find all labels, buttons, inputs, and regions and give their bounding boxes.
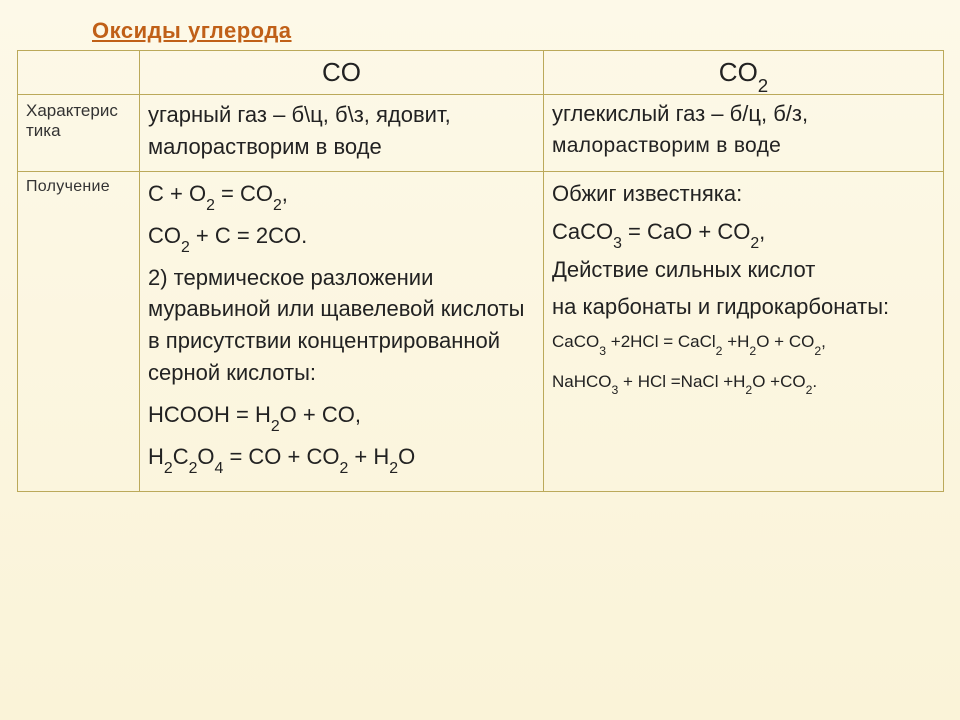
co2-eq3: NaHCO3 + HCl =NaCl +H2O +CO2. [552, 369, 935, 395]
header-co: CO [140, 51, 544, 95]
co2-char-line1: углекислый газ – б/ц, б/з, [552, 101, 808, 126]
co-eq4: H2C2O4 = CO + CO2 + H2O [148, 441, 535, 473]
co-text2: 2) термическое разложении муравьиной или… [148, 262, 535, 390]
co2-char-line2: малорастворим в воде [552, 134, 781, 157]
header-blank [18, 51, 140, 95]
co-eq3: HCOOH = H2O + CO, [148, 399, 535, 431]
cell-co2-char: углекислый газ – б/ц, б/з, малорастворим… [544, 95, 944, 172]
cell-co-prod: C + O2 = CO2, CO2 + C = 2CO. 2) термичес… [140, 171, 544, 491]
row-characteristics: Характерис тика угарный газ – б\ц, б\з, … [18, 95, 944, 172]
slide-title: Оксиды углерода [0, 0, 960, 50]
table-header-row: CO CO2 [18, 51, 944, 95]
row-production: Получение C + O2 = CO2, CO2 + C = 2CO. 2… [18, 171, 944, 491]
cell-co2-prod: Обжиг известняка: CaCO3 = CaO + CO2, Дей… [544, 171, 944, 491]
co-eq1: C + O2 = CO2, [148, 178, 535, 210]
co2-eq2: CaCO3 +2HCl = CaCl2 +H2O + CO2, [552, 329, 935, 355]
co2-t1: Обжиг известняка: [552, 178, 935, 210]
cell-co-char: угарный газ – б\ц, б\з, ядовит, малораст… [140, 95, 544, 172]
co-eq2: CO2 + C = 2CO. [148, 220, 535, 252]
co2-t2: Действие сильных кислот [552, 254, 935, 286]
row-label-prod: Получение [18, 171, 140, 491]
co2-eq1: CaCO3 = CaO + CO2, [552, 216, 935, 248]
co2-t3: на карбонаты и гидрокарбонаты: [552, 291, 935, 323]
header-co2: CO2 [544, 51, 944, 95]
row-label-char: Характерис тика [18, 95, 140, 172]
slide: Оксиды углерода CO CO2 Характерис тика у… [0, 0, 960, 720]
oxides-table: CO CO2 Характерис тика угарный газ – б\ц… [17, 50, 944, 492]
